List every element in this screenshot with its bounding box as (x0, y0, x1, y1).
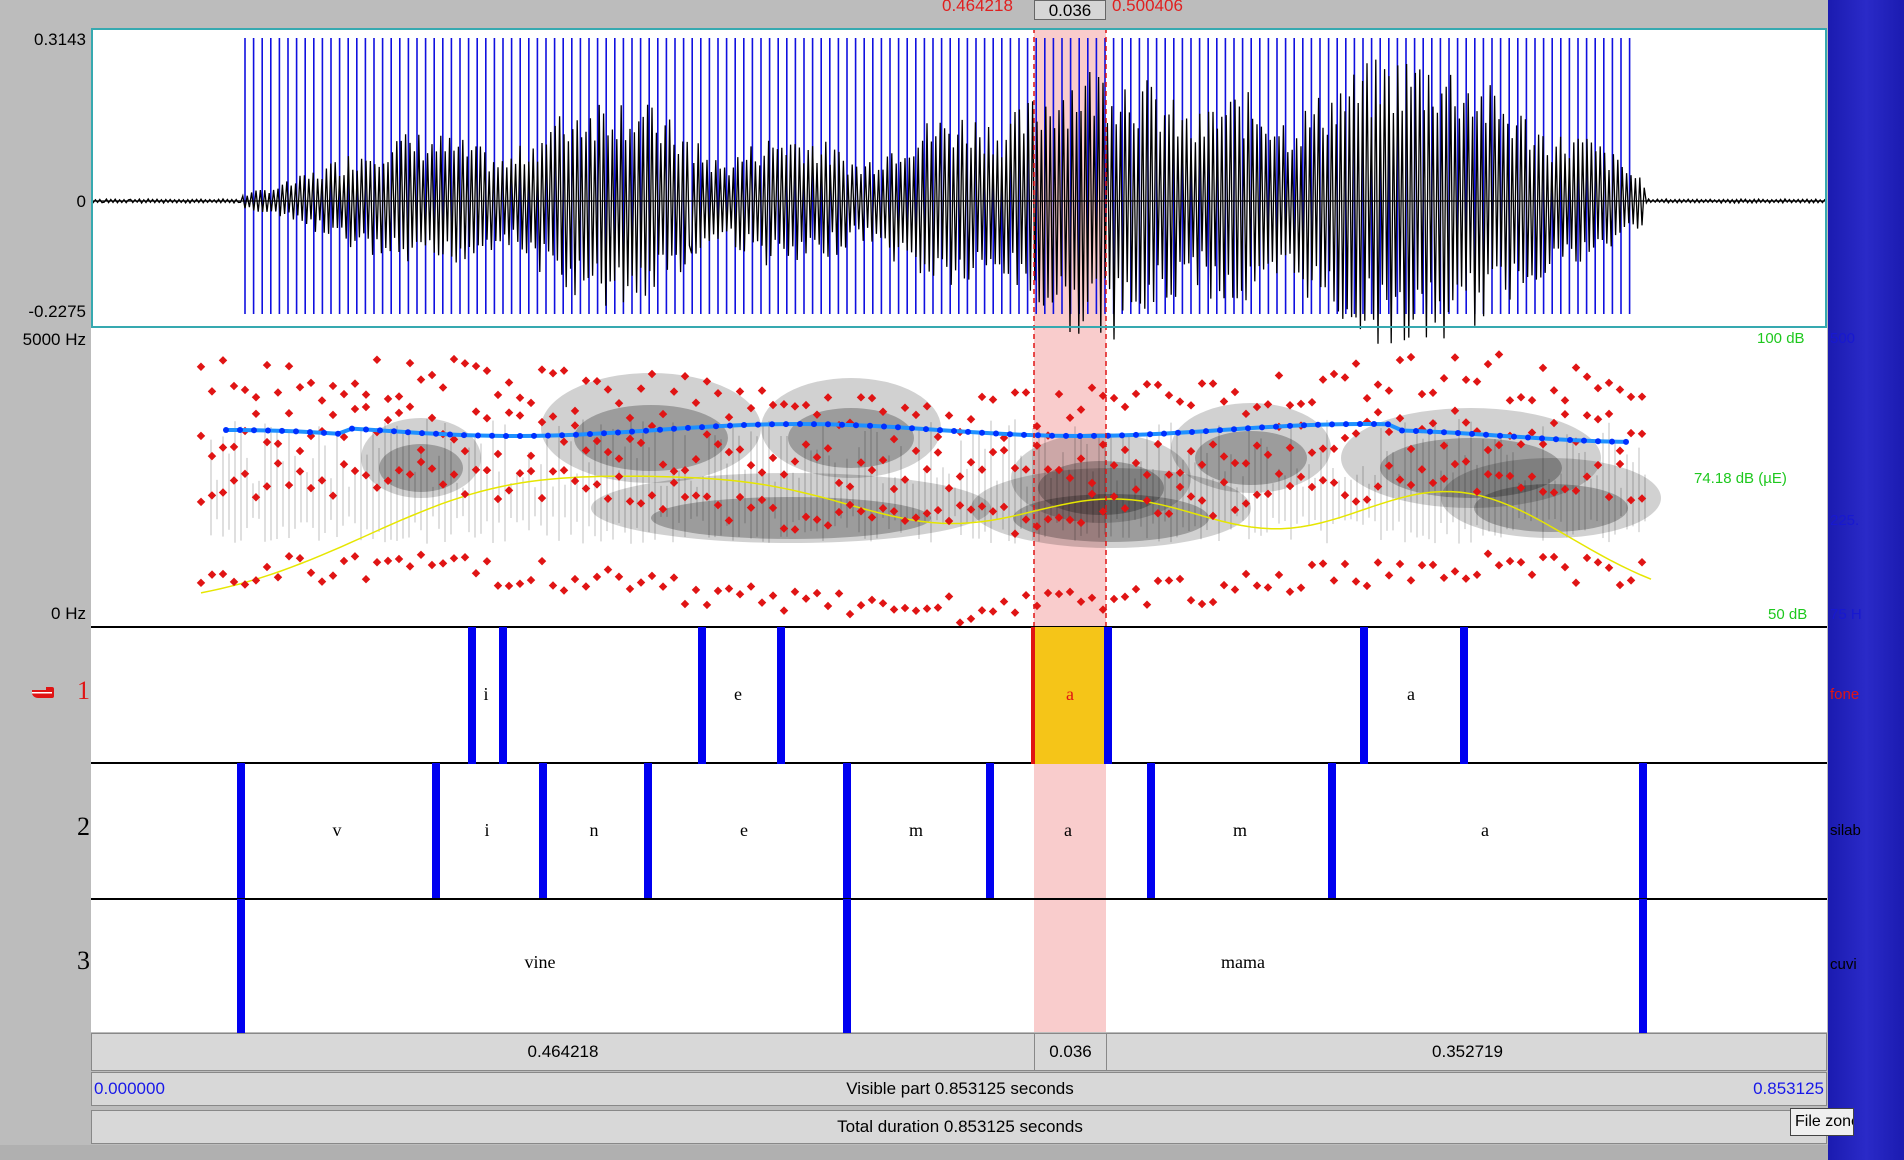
spectrogram (210, 373, 1661, 548)
pitch-top-label: 500 (1830, 330, 1856, 347)
tier-1-interval-text[interactable]: i (483, 684, 489, 704)
tier-1-boundary[interactable] (1360, 627, 1368, 764)
tier-2-interval-text[interactable]: a (1064, 820, 1072, 840)
tier-2-boundary[interactable] (1328, 763, 1336, 898)
tier-2-interval-text[interactable]: m (908, 820, 924, 840)
tier-1-boundary[interactable] (1104, 627, 1112, 764)
tier-2-number[interactable]: 2 (77, 812, 90, 841)
visible-start-time: 0.000000 (94, 1079, 165, 1098)
tier-1-interval-text[interactable]: e (734, 684, 742, 704)
tier-3-boundary[interactable] (843, 899, 851, 1037)
tier-2-interval-text[interactable]: v (332, 820, 342, 840)
selection-header: 0.464218 0.500406 (940, 0, 1200, 18)
tier-2-interval-text[interactable]: i (484, 820, 490, 840)
selection-cell[interactable]: 0.036 (1035, 1034, 1107, 1070)
window-edge (1828, 0, 1904, 1160)
intensity-top-label: 100 dB (1757, 330, 1805, 347)
spectrogram-top-freq-label: 5000 Hz (22, 330, 86, 349)
selection-start-label: 0.464218 (942, 0, 1013, 15)
intensity-bottom-label: 50 dB (1768, 606, 1808, 623)
tier-1-interval-text[interactable]: a (1407, 684, 1415, 704)
tier-1-name: fone (1830, 686, 1860, 703)
selection-duration-bar[interactable]: 0.464218 0.036 0.352719 (91, 1033, 1827, 1071)
waveform-zero-label: 0 (76, 192, 86, 211)
tier-divider-1 (91, 762, 1827, 764)
horizontal-scrollbar[interactable] (0, 1145, 1828, 1160)
tier-1-boundary[interactable] (1460, 627, 1468, 764)
tier-3-boundary[interactable] (237, 899, 245, 1037)
waveform (91, 59, 1827, 344)
pitch-cursor-label: 225. (1830, 512, 1860, 529)
file-zone-button[interactable]: File zone (1790, 1108, 1854, 1136)
pointing-hand-icon (30, 678, 58, 706)
visible-end-time: 0.853125 (1753, 1079, 1824, 1098)
tier-1-boundary[interactable] (698, 627, 706, 764)
tier-2-interval-text[interactable]: e (740, 820, 748, 840)
tier-3-boundary[interactable] (1639, 899, 1647, 1037)
pitch-points (223, 421, 1629, 445)
tier-1-interval-text-selected[interactable]: a (1066, 684, 1074, 704)
tier-divider-top (91, 626, 1827, 628)
tier-2-boundary[interactable] (1639, 763, 1647, 898)
intensity-curve (200, 475, 1652, 594)
tier-3-interval-text[interactable]: mama (1221, 952, 1265, 972)
visible-part-bar[interactable]: Visible part 0.853125 seconds 0.000000 0… (91, 1072, 1827, 1106)
tier-2-boundary[interactable] (539, 763, 547, 898)
tier-2-boundary[interactable] (986, 763, 994, 898)
selected-interval[interactable] (1033, 627, 1107, 764)
visible-part-label[interactable]: Visible part 0.853125 seconds (846, 1079, 1074, 1098)
tier-2-boundary[interactable] (432, 763, 440, 898)
tier-2-name: silab (1830, 822, 1861, 839)
tier-1-boundary[interactable] (499, 627, 507, 764)
selection-end-label: 0.500406 (1112, 0, 1183, 15)
waveform-frame (91, 28, 1827, 328)
tier-1-number[interactable]: 1 (77, 676, 90, 705)
tier-1-boundary[interactable] (468, 627, 476, 764)
tier-2-interval-text[interactable]: n (589, 820, 599, 840)
after-selection-cell[interactable]: 0.352719 (1432, 1042, 1503, 1061)
intensity-cursor-label: 74.18 dB (µE) (1694, 470, 1787, 487)
tier-2-boundary[interactable] (843, 763, 851, 898)
total-duration-bar[interactable]: Total duration 0.853125 seconds (91, 1110, 1827, 1144)
tier-2-boundary[interactable] (644, 763, 652, 898)
before-selection-cell[interactable]: 0.464218 (92, 1034, 1035, 1070)
tier-2-interval-text[interactable]: a (1481, 820, 1489, 840)
tier-3-number[interactable]: 3 (77, 946, 90, 975)
tier-2-boundary[interactable] (237, 763, 245, 898)
waveform-min-label: -0.2275 (28, 302, 86, 321)
tier-2-boundary[interactable] (1147, 763, 1155, 898)
tier-divider-2 (91, 898, 1827, 900)
signal-view[interactable] (91, 28, 1827, 628)
pitch-bottom-label: 75 H (1830, 606, 1862, 623)
tier-3-interval-text[interactable]: vine (524, 952, 556, 972)
tier-2-interval-text[interactable]: m (1232, 820, 1248, 840)
waveform-max-label: 0.3143 (34, 30, 86, 49)
tier-3-name: cuvi (1830, 956, 1857, 973)
tier-1-boundary[interactable] (777, 627, 785, 764)
selection-duration-box[interactable]: 0.036 (1034, 0, 1106, 20)
spectrogram-bottom-freq-label: 0 Hz (51, 604, 86, 623)
selected-boundary[interactable] (1031, 627, 1035, 764)
total-duration-label[interactable]: Total duration 0.853125 seconds (837, 1117, 1083, 1136)
